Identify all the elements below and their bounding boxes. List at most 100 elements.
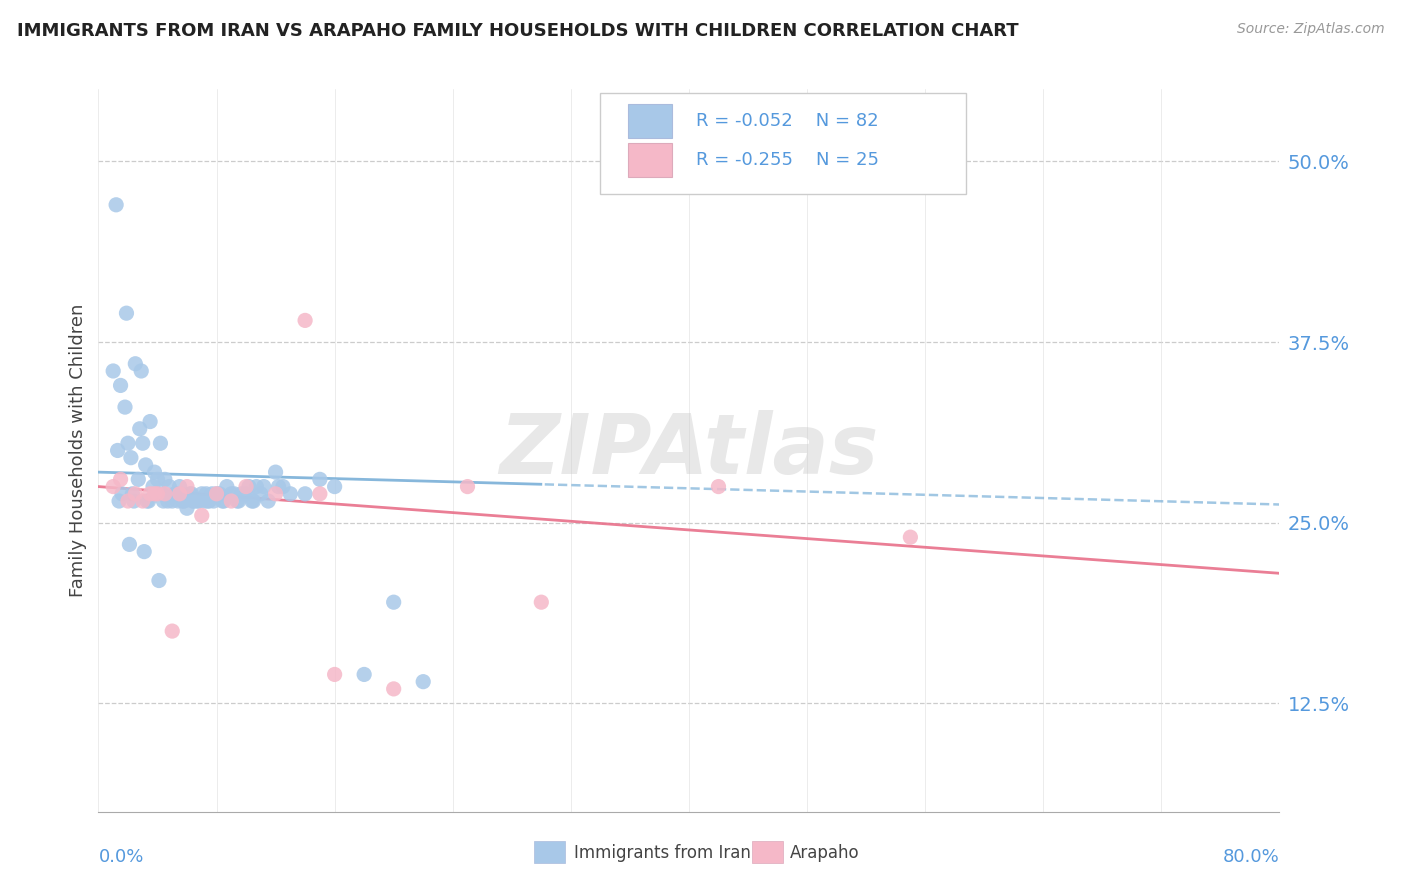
Point	[176, 501, 198, 516]
Point	[103, 364, 125, 378]
Point	[167, 494, 190, 508]
Point	[169, 487, 191, 501]
Point	[121, 487, 143, 501]
Point	[153, 487, 176, 501]
Point	[211, 494, 233, 508]
Point	[235, 487, 257, 501]
Text: R = -0.255    N = 25: R = -0.255 N = 25	[696, 151, 879, 169]
Point	[120, 450, 142, 465]
Point	[180, 487, 202, 501]
Point	[323, 667, 346, 681]
Point	[228, 494, 250, 508]
Point	[457, 480, 479, 494]
Point	[264, 487, 287, 501]
Point	[212, 494, 235, 508]
Point	[280, 487, 302, 501]
Point	[191, 508, 214, 523]
Point	[412, 674, 434, 689]
Point	[179, 487, 201, 501]
Point	[309, 472, 332, 486]
Point	[294, 487, 316, 501]
Point	[146, 472, 169, 486]
Point	[191, 487, 214, 501]
Point	[103, 480, 125, 494]
Text: 80.0%: 80.0%	[1223, 847, 1279, 866]
Point	[197, 494, 219, 508]
Point	[172, 494, 194, 508]
Point	[115, 306, 138, 320]
Point	[242, 494, 264, 508]
Point	[186, 494, 208, 508]
Point	[114, 400, 136, 414]
Point	[122, 494, 145, 508]
Point	[118, 537, 141, 551]
Point	[205, 487, 228, 501]
Point	[707, 480, 730, 494]
Point	[128, 422, 150, 436]
Point	[132, 494, 155, 508]
Point	[323, 480, 346, 494]
Point	[221, 494, 243, 508]
Point	[176, 480, 198, 494]
Point	[181, 494, 204, 508]
Point	[231, 487, 253, 501]
Point	[226, 494, 249, 508]
Point	[124, 357, 146, 371]
Point	[173, 494, 195, 508]
Point	[530, 595, 553, 609]
Point	[267, 480, 290, 494]
Point	[132, 436, 155, 450]
Point	[382, 595, 405, 609]
Point	[221, 487, 243, 501]
Text: R = -0.052    N = 82: R = -0.052 N = 82	[696, 112, 879, 130]
Text: ZIPAtlas: ZIPAtlas	[499, 410, 879, 491]
Text: Immigrants from Iran: Immigrants from Iran	[574, 844, 751, 862]
Point	[202, 494, 225, 508]
Point	[198, 494, 221, 508]
Point	[107, 443, 129, 458]
Point	[138, 494, 160, 508]
Point	[157, 480, 180, 494]
Point	[900, 530, 922, 544]
Point	[156, 494, 179, 508]
Point	[235, 480, 257, 494]
Point	[201, 487, 224, 501]
Point	[146, 487, 169, 501]
Point	[187, 494, 209, 508]
Point	[195, 487, 218, 501]
Point	[111, 487, 134, 501]
Point	[108, 494, 131, 508]
Point	[117, 436, 139, 450]
Point	[152, 494, 174, 508]
Point	[271, 480, 294, 494]
Point	[294, 313, 316, 327]
Point	[245, 480, 267, 494]
Point	[150, 487, 173, 501]
Point	[238, 480, 260, 494]
FancyBboxPatch shape	[600, 93, 966, 194]
Point	[169, 480, 191, 494]
FancyBboxPatch shape	[627, 103, 672, 138]
Point	[135, 458, 157, 472]
Point	[240, 494, 263, 508]
Point	[215, 480, 238, 494]
Point	[253, 480, 276, 494]
Point	[194, 494, 217, 508]
Point	[183, 494, 205, 508]
Text: Arapaho: Arapaho	[790, 844, 860, 862]
Point	[134, 544, 156, 558]
Text: Source: ZipAtlas.com: Source: ZipAtlas.com	[1237, 22, 1385, 37]
Point	[257, 494, 280, 508]
Point	[139, 487, 162, 501]
Text: 0.0%: 0.0%	[98, 847, 143, 866]
Point	[166, 487, 188, 501]
Point	[162, 494, 183, 508]
FancyBboxPatch shape	[627, 143, 672, 178]
Point	[143, 465, 166, 479]
Text: IMMIGRANTS FROM IRAN VS ARAPAHO FAMILY HOUSEHOLDS WITH CHILDREN CORRELATION CHAR: IMMIGRANTS FROM IRAN VS ARAPAHO FAMILY H…	[17, 22, 1018, 40]
Point	[162, 624, 183, 639]
Point	[148, 574, 170, 588]
Point	[124, 487, 146, 501]
Point	[110, 472, 132, 486]
Point	[250, 487, 273, 501]
